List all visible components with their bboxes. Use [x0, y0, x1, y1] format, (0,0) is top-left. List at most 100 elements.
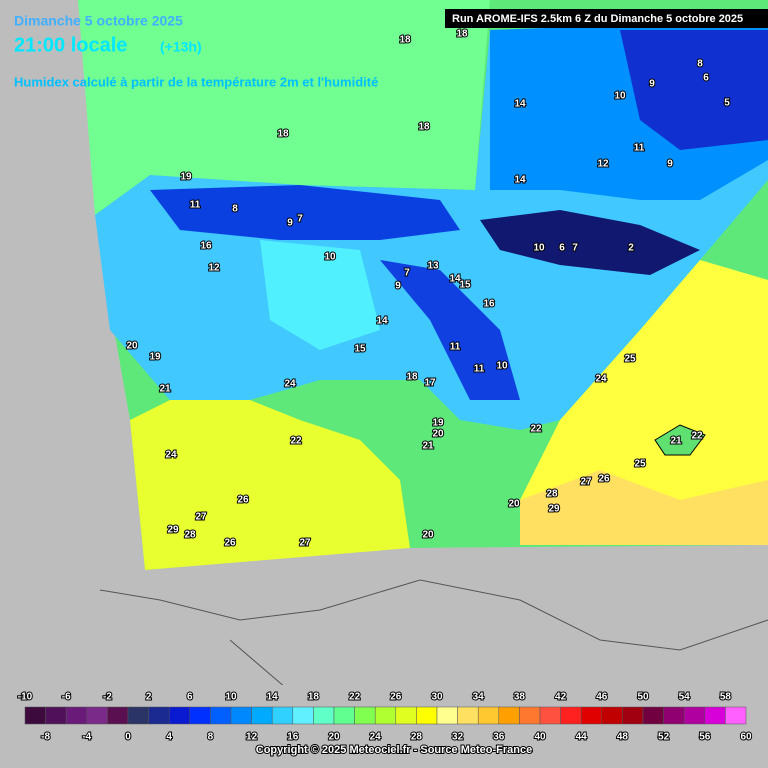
legend-swatch	[292, 706, 314, 725]
legend-swatch	[436, 706, 458, 725]
legend-swatch	[230, 706, 252, 725]
map-value: 28	[546, 489, 558, 500]
cold-region	[380, 260, 520, 400]
legend-swatch	[725, 706, 747, 725]
map-value: 29	[548, 504, 560, 515]
legend-swatch	[354, 706, 376, 725]
legend-swatch	[498, 706, 520, 725]
legend-label: -4	[82, 732, 91, 743]
mild-region	[260, 240, 380, 350]
legend-swatch	[683, 706, 706, 725]
legend-panel	[0, 685, 768, 768]
map-value: 26	[237, 495, 249, 506]
legend-swatch	[45, 706, 67, 725]
map-value: 19	[180, 172, 192, 183]
map-value: 24	[284, 379, 296, 390]
map-value: 20	[126, 341, 138, 352]
map-value: 12	[597, 159, 609, 170]
legend-label: 50	[637, 692, 649, 703]
legend-swatch	[65, 706, 88, 725]
legend-swatch	[580, 706, 603, 725]
legend-label: 40	[534, 732, 546, 743]
map-value: 11	[190, 200, 201, 211]
cold-region	[480, 210, 700, 275]
map-value: 7	[297, 214, 303, 225]
legend-swatch	[663, 706, 685, 725]
warm-sea	[520, 470, 768, 545]
map-value: 14	[514, 99, 526, 110]
legend-swatch	[168, 706, 191, 725]
copyright: Copyright © 2025 Meteociel.fr - Source M…	[256, 744, 532, 756]
map-value: 11	[474, 364, 485, 375]
map-value: 19	[149, 352, 161, 363]
map-value: 24	[165, 450, 177, 461]
map-value: 9	[395, 281, 401, 292]
map-value: 11	[450, 342, 461, 353]
legend-label: 42	[555, 692, 567, 703]
map-value: 27	[195, 512, 207, 523]
time: 21:00 locale	[14, 34, 127, 56]
map-value: 29	[167, 525, 179, 536]
legend-swatch	[148, 706, 170, 725]
legend-label: 36	[493, 732, 505, 743]
legend-label: -6	[62, 692, 71, 703]
legend-swatch	[622, 706, 644, 725]
map-value: 7	[404, 268, 410, 279]
map-value: 14	[449, 274, 461, 285]
sea-area	[78, 0, 490, 215]
map-value: 27	[580, 477, 592, 488]
legend-swatch	[457, 706, 479, 725]
map-value: 10	[324, 252, 336, 263]
legend-label: 28	[411, 732, 423, 743]
legend-label: 60	[740, 732, 752, 743]
legend-label: 24	[370, 732, 382, 743]
legend-label: 44	[576, 732, 588, 743]
legend-swatch	[416, 706, 438, 725]
legend-label: 34	[473, 692, 485, 703]
legend-label: 4	[166, 732, 172, 743]
map-value: 22	[691, 431, 703, 442]
legend-swatch	[189, 706, 211, 725]
legend-label: 12	[246, 732, 258, 743]
map-value: 17	[424, 378, 436, 389]
legend-label: 26	[390, 692, 402, 703]
map-value: 10	[496, 361, 508, 372]
legend-label: 6	[187, 692, 193, 703]
map-value: 24	[595, 374, 607, 385]
run-box	[445, 9, 768, 28]
legend-label: 0	[125, 732, 131, 743]
run-info: Run AROME-IFS 2.5km 6 Z du Dimanche 5 oc…	[452, 13, 743, 25]
map-value: 25	[634, 459, 646, 470]
map-value: 9	[649, 79, 655, 90]
map-value: 19	[432, 418, 444, 429]
map-value: 20	[432, 429, 444, 440]
map-value: 2	[628, 243, 634, 254]
legend-swatch	[477, 706, 500, 725]
legend-swatch	[251, 706, 273, 725]
legend-swatch	[210, 706, 232, 725]
legend-swatch	[24, 706, 46, 725]
map-value: 10	[533, 243, 545, 254]
legend-label: 18	[308, 692, 320, 703]
legend-label: 2	[146, 692, 152, 703]
legend-swatch	[107, 706, 129, 725]
cold-region	[150, 185, 460, 240]
legend-swatch	[86, 706, 108, 725]
map-value: 25	[624, 354, 636, 365]
map-value: 18	[406, 372, 418, 383]
warm-region	[130, 400, 410, 570]
legend-swatch	[519, 706, 541, 725]
legend-swatch	[601, 706, 623, 725]
map-value: 10	[614, 91, 626, 102]
map-value: 18	[277, 129, 289, 140]
map-value: 16	[483, 299, 495, 310]
map-value: 12	[208, 263, 220, 274]
map-value: 15	[354, 344, 366, 355]
warm-sea	[520, 260, 768, 545]
legend-swatch	[313, 706, 335, 725]
map-value: 15	[459, 280, 471, 291]
legend-label: -10	[18, 692, 33, 703]
legend-swatch	[642, 706, 664, 725]
map-value: 18	[418, 122, 430, 133]
